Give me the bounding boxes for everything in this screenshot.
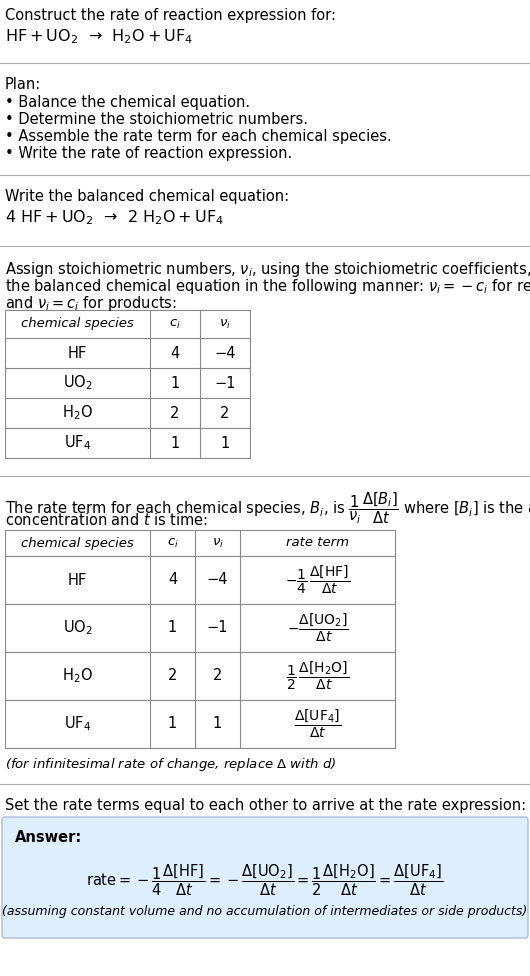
Text: rate term: rate term — [286, 537, 349, 549]
Text: Assign stoichiometric numbers, $\nu_i$, using the stoichiometric coefficients, $: Assign stoichiometric numbers, $\nu_i$, … — [5, 260, 530, 279]
Text: and $\nu_i = c_i$ for products:: and $\nu_i = c_i$ for products: — [5, 294, 177, 313]
Text: 1: 1 — [220, 435, 229, 451]
Text: • Balance the chemical equation.: • Balance the chemical equation. — [5, 95, 250, 110]
Text: (for infinitesimal rate of change, replace $\Delta$ with $d$): (for infinitesimal rate of change, repla… — [5, 756, 337, 773]
Text: 1: 1 — [168, 621, 177, 635]
Text: The rate term for each chemical species, $B_i$, is $\dfrac{1}{\nu_i}\dfrac{\Delt: The rate term for each chemical species,… — [5, 490, 530, 525]
Text: $\mathrm{HF}$: $\mathrm{HF}$ — [67, 345, 88, 361]
Text: $-\dfrac{\Delta[\mathrm{UO_2}]}{\Delta t}$: $-\dfrac{\Delta[\mathrm{UO_2}]}{\Delta t… — [287, 612, 348, 644]
Text: $\nu_i$: $\nu_i$ — [219, 317, 231, 331]
Text: 4: 4 — [170, 346, 180, 360]
Text: $\mathregular{4\ HF + UO_2}$  →  $\mathregular{2\ H_2O + UF_4}$: $\mathregular{4\ HF + UO_2}$ → $\mathreg… — [5, 208, 224, 226]
Text: $\mathrm{H_2O}$: $\mathrm{H_2O}$ — [62, 667, 93, 685]
Text: (assuming constant volume and no accumulation of intermediates or side products): (assuming constant volume and no accumul… — [2, 905, 528, 918]
Text: the balanced chemical equation in the following manner: $\nu_i = -c_i$ for react: the balanced chemical equation in the fo… — [5, 277, 530, 296]
Text: 1: 1 — [213, 716, 222, 731]
Text: $\dfrac{1}{2}\,\dfrac{\Delta[\mathrm{H_2O}]}{\Delta t}$: $\dfrac{1}{2}\,\dfrac{\Delta[\mathrm{H_2… — [286, 660, 349, 692]
Text: Set the rate terms equal to each other to arrive at the rate expression:: Set the rate terms equal to each other t… — [5, 798, 526, 813]
Text: chemical species: chemical species — [21, 537, 134, 549]
Text: $\mathrm{UO_2}$: $\mathrm{UO_2}$ — [63, 619, 92, 637]
Text: $\mathrm{HF}$: $\mathrm{HF}$ — [67, 572, 88, 588]
Text: $\mathregular{HF + UO_2}$  →  $\mathregular{H_2O + UF_4}$: $\mathregular{HF + UO_2}$ → $\mathregula… — [5, 27, 193, 46]
Text: $\mathrm{UO_2}$: $\mathrm{UO_2}$ — [63, 374, 92, 392]
Text: Construct the rate of reaction expression for:: Construct the rate of reaction expressio… — [5, 8, 336, 23]
Text: −1: −1 — [214, 376, 236, 390]
Text: • Write the rate of reaction expression.: • Write the rate of reaction expression. — [5, 146, 292, 161]
Text: • Assemble the rate term for each chemical species.: • Assemble the rate term for each chemic… — [5, 129, 392, 144]
Text: $\mathrm{rate} = -\dfrac{1}{4}\dfrac{\Delta[\mathrm{HF}]}{\Delta t} = -\dfrac{\D: $\mathrm{rate} = -\dfrac{1}{4}\dfrac{\De… — [86, 862, 444, 898]
Text: 1: 1 — [170, 376, 180, 390]
Text: 1: 1 — [170, 435, 180, 451]
Text: 4: 4 — [168, 573, 177, 588]
Text: • Determine the stoichiometric numbers.: • Determine the stoichiometric numbers. — [5, 112, 308, 127]
Text: −4: −4 — [207, 573, 228, 588]
Text: $\nu_i$: $\nu_i$ — [211, 537, 224, 549]
Text: 2: 2 — [213, 669, 222, 683]
Text: 2: 2 — [170, 405, 180, 421]
FancyBboxPatch shape — [2, 817, 528, 938]
Text: −4: −4 — [214, 346, 236, 360]
Text: $\dfrac{\Delta[\mathrm{UF_4}]}{\Delta t}$: $\dfrac{\Delta[\mathrm{UF_4}]}{\Delta t}… — [294, 708, 341, 740]
Bar — [5, 530, 395, 748]
Text: 2: 2 — [168, 669, 177, 683]
Text: $\mathrm{UF_4}$: $\mathrm{UF_4}$ — [64, 714, 91, 733]
Text: $-\dfrac{1}{4}\,\dfrac{\Delta[\mathrm{HF}]}{\Delta t}$: $-\dfrac{1}{4}\,\dfrac{\Delta[\mathrm{HF… — [285, 564, 350, 596]
Text: $c_i$: $c_i$ — [166, 537, 179, 549]
Text: Write the balanced chemical equation:: Write the balanced chemical equation: — [5, 189, 289, 204]
Text: −1: −1 — [207, 621, 228, 635]
Text: Plan:: Plan: — [5, 77, 41, 92]
Text: $\mathrm{H_2O}$: $\mathrm{H_2O}$ — [62, 404, 93, 423]
Text: chemical species: chemical species — [21, 317, 134, 331]
Text: Answer:: Answer: — [15, 830, 82, 845]
Text: $c_i$: $c_i$ — [169, 317, 181, 331]
Text: concentration and $t$ is time:: concentration and $t$ is time: — [5, 512, 208, 528]
Text: 2: 2 — [220, 405, 229, 421]
Text: 1: 1 — [168, 716, 177, 731]
Text: $\mathrm{UF_4}$: $\mathrm{UF_4}$ — [64, 433, 91, 452]
Bar — [5, 310, 250, 458]
